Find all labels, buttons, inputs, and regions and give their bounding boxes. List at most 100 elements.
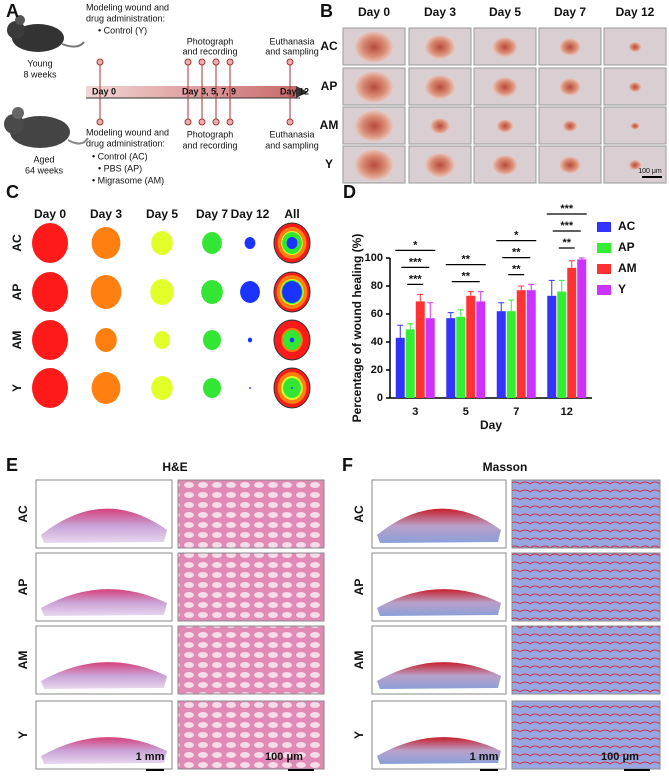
wound-trace: [203, 378, 221, 398]
wound-trace: [91, 227, 121, 259]
panel-label: C: [6, 182, 19, 202]
tissue-section: [377, 508, 501, 543]
zoom-section: [511, 479, 661, 549]
scale-bar: [146, 769, 164, 771]
zoom-section: [511, 552, 661, 622]
label: Young: [27, 58, 52, 68]
row-label: AP: [352, 579, 366, 596]
wound-trace: [240, 281, 260, 303]
error-bar: [477, 291, 484, 302]
label: Euthanasia: [269, 129, 314, 139]
label: Day 12: [280, 86, 309, 96]
column-header: Day 3: [424, 5, 456, 19]
bar: [415, 301, 425, 398]
scale-bar: [480, 769, 498, 771]
label: Modeling wound and: [86, 127, 169, 137]
error-bar: [417, 293, 424, 302]
bar: [516, 290, 526, 398]
wound: [355, 110, 393, 142]
mice: [4, 15, 89, 148]
panel-label: E: [6, 455, 18, 475]
error-bar: [407, 323, 414, 330]
wound-trace: [151, 231, 173, 255]
label: Day 0: [92, 86, 116, 96]
wound-trace: [203, 330, 221, 350]
label: and sampling: [265, 46, 319, 56]
label: and sampling: [265, 140, 319, 150]
bar: [547, 295, 557, 398]
error-bar: [427, 302, 434, 319]
bar: [466, 295, 476, 398]
row-label: AC: [10, 234, 24, 252]
label: Day 3, 5, 7, 9: [182, 86, 236, 96]
scale-label: 100 μm: [265, 751, 303, 763]
column-header: All: [284, 207, 299, 221]
row-label: Y: [16, 731, 30, 739]
significance-label: ***: [560, 203, 574, 215]
label: and recording: [182, 46, 237, 56]
bar: [526, 290, 536, 398]
x-tick-label: 7: [513, 406, 519, 418]
bar: [577, 259, 587, 398]
wound-trace: [244, 237, 256, 249]
x-axis-label: Day: [480, 418, 502, 432]
column-header: Day 12: [231, 207, 270, 221]
column-header: Day 7: [196, 207, 228, 221]
panel-label: A: [6, 1, 19, 21]
wound: [559, 156, 581, 174]
wound-overlay: [289, 337, 295, 343]
timeline: [86, 58, 308, 126]
wound-trace: [150, 279, 174, 305]
panel-title: Masson: [483, 460, 528, 474]
tissue-section: [41, 737, 167, 764]
error-bar: [447, 312, 454, 319]
bar: [557, 291, 567, 398]
y-axis-label: Percentage of wound healing (%): [350, 234, 364, 423]
wound-trace: [95, 328, 117, 352]
label: • PBS (AP): [98, 163, 142, 173]
panel-title: H&E: [162, 460, 187, 474]
error-bar: [528, 284, 535, 291]
wound: [496, 119, 514, 133]
row-label: AM: [320, 118, 339, 132]
bar: [425, 318, 435, 398]
row-label: AM: [10, 331, 24, 350]
error-bar: [498, 302, 505, 312]
label: 8 weeks: [23, 69, 57, 79]
zoom-section: [177, 479, 325, 549]
legend-label: Y: [618, 282, 626, 296]
significance-label: **: [461, 271, 470, 283]
significance-label: **: [512, 247, 521, 259]
label: Modeling wound and: [86, 2, 169, 12]
wound-trace: [32, 272, 68, 312]
significance-label: *: [514, 230, 519, 242]
legend-swatch: [597, 243, 611, 253]
bar: [476, 301, 486, 398]
wound-trace: [249, 387, 251, 389]
wound-overlay: [291, 387, 293, 389]
wound-trace: [32, 320, 68, 360]
y-tick-label: 20: [371, 364, 383, 376]
error-bar: [518, 285, 525, 291]
y-tick-label: 80: [371, 280, 383, 292]
wound-trace: [201, 280, 223, 304]
column-header: Day 12: [616, 5, 655, 19]
tissue-section: [41, 508, 167, 543]
wound: [430, 118, 450, 134]
label: Photograph: [187, 129, 234, 139]
zoom-section: [177, 552, 325, 622]
significance-label: **: [512, 264, 521, 276]
row-label: AM: [16, 651, 30, 670]
label: drug administration:: [86, 13, 165, 23]
scale-label: 1 mm: [136, 751, 165, 763]
panel-label: F: [342, 455, 353, 475]
scale-label: 1 mm: [470, 751, 499, 763]
row-label: AC: [320, 39, 338, 53]
column-header: Day 5: [146, 207, 178, 221]
error-bar: [558, 279, 565, 292]
bar: [405, 329, 415, 398]
row-label: AC: [16, 505, 30, 523]
wound: [628, 82, 642, 92]
wound-overlay: [286, 237, 298, 249]
